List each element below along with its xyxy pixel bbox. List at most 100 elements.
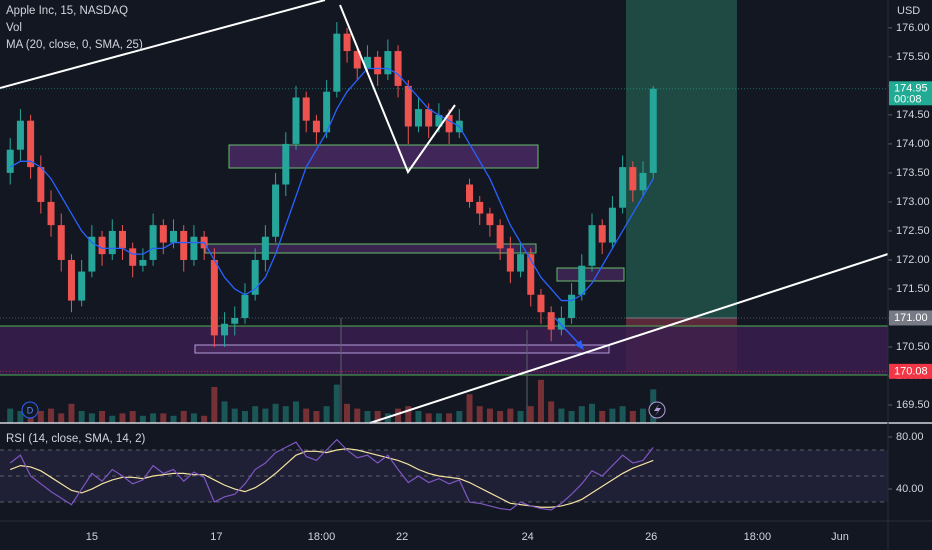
- candle-body: [374, 56, 382, 75]
- candle-body: [506, 248, 514, 272]
- volume-bar: [293, 401, 299, 423]
- candle-body: [353, 51, 361, 69]
- volume-bar: [78, 411, 85, 423]
- candle-body: [139, 259, 147, 266]
- y-tick-label: 173.50: [896, 167, 930, 179]
- candle-body: [57, 225, 65, 260]
- legend-vol[interactable]: Vol: [6, 22, 22, 34]
- y-tick-label: 172.00: [896, 254, 930, 266]
- candle-body: [619, 167, 627, 208]
- level-box: [204, 243, 537, 254]
- candle-body: [384, 51, 392, 75]
- y-tick-label: 174.50: [896, 109, 930, 121]
- event-icon-glyph: [654, 404, 661, 416]
- candle-body: [241, 294, 249, 318]
- profit-zone: [626, 0, 737, 318]
- symbol-title[interactable]: Apple Inc, 15, NASDAQ: [6, 5, 128, 17]
- price-tag: [889, 310, 932, 326]
- volume-bar: [211, 387, 218, 423]
- candle-body: [333, 33, 341, 92]
- volume-bar: [17, 411, 24, 423]
- price-tag: [889, 363, 932, 379]
- volume-bar: [558, 408, 565, 423]
- candle-body: [649, 88, 657, 173]
- trend-line: [369, 253, 889, 424]
- volume-bar: [241, 411, 248, 423]
- dividend-icon[interactable]: [21, 401, 39, 419]
- candle-body: [149, 225, 157, 260]
- y-tick-label: 170.50: [896, 341, 930, 353]
- candle-body: [118, 230, 126, 249]
- candle-body: [37, 167, 45, 202]
- candle-body: [394, 51, 402, 86]
- level-box: [556, 267, 625, 282]
- rsi-line: [9, 438, 654, 511]
- volume-bar: [456, 411, 463, 423]
- candle-body: [476, 201, 484, 214]
- candle-body: [129, 248, 137, 266]
- candle-body: [292, 97, 300, 144]
- volume-bar: [578, 406, 585, 423]
- volume-bar: [527, 406, 534, 423]
- volume-bar: [190, 413, 197, 423]
- volume-bar: [589, 403, 595, 423]
- volume-bar: [119, 413, 126, 423]
- candle-body: [588, 225, 596, 266]
- volume-bar: [150, 413, 157, 423]
- y-tick-label: 173.00: [896, 196, 930, 208]
- dividend-icon-label: D: [27, 405, 34, 415]
- volume-bar: [629, 411, 636, 423]
- volume-bar: [537, 379, 544, 423]
- candle-body: [108, 230, 116, 255]
- candle-body: [578, 265, 586, 295]
- candle-body: [639, 172, 647, 191]
- arrow: [554, 317, 583, 348]
- candle-body: [47, 201, 55, 226]
- volume-bar: [435, 413, 442, 423]
- candle-body: [445, 114, 453, 133]
- volume-bar: [99, 411, 106, 423]
- volume-bar: [405, 406, 412, 423]
- candle-body: [88, 236, 96, 272]
- volume-bar: [425, 413, 432, 423]
- y-tick-label: 169.50: [896, 399, 930, 411]
- candle-body: [170, 230, 178, 243]
- candle-body: [629, 167, 637, 191]
- candle-body: [180, 230, 188, 260]
- candle-body: [78, 271, 86, 301]
- volume-bar: [48, 408, 55, 423]
- price-tag-label: 171.00: [894, 312, 928, 324]
- price-tag-label: 170.08: [894, 365, 928, 377]
- rsi-title[interactable]: RSI (14, close, SMA, 14, 2): [6, 433, 146, 445]
- candle-body: [435, 114, 443, 127]
- volume-bar: [619, 406, 626, 423]
- candle-body: [67, 259, 75, 301]
- volume-bar: [486, 408, 493, 423]
- volume-bar: [201, 415, 208, 423]
- volume-bar: [170, 415, 177, 423]
- volume-bar: [160, 413, 167, 423]
- candle-body: [414, 109, 422, 127]
- x-tick-label: 26: [645, 531, 657, 543]
- volume-bar: [415, 411, 422, 423]
- y-tick-label: 40.00: [896, 483, 924, 495]
- candle-body: [16, 120, 24, 150]
- candle-body: [608, 207, 616, 243]
- candle-body: [517, 254, 525, 272]
- x-tick-label: 17: [210, 531, 222, 543]
- volume-bar: [7, 408, 14, 423]
- volume-bar: [139, 415, 146, 423]
- volume-bar: [180, 411, 187, 423]
- trend-line: [0, 0, 326, 89]
- price-tag-countdown: 00:08: [894, 94, 922, 106]
- candle-body: [302, 97, 310, 121]
- legend-ma[interactable]: MA (20, close, 0, SMA, 25): [6, 39, 143, 51]
- rsi-line: [9, 448, 654, 508]
- volume-bar: [476, 406, 483, 423]
- y-tick-label: 175.50: [896, 51, 930, 63]
- volume-bar: [58, 413, 65, 423]
- candle-body: [282, 143, 290, 185]
- candle-body: [547, 312, 555, 330]
